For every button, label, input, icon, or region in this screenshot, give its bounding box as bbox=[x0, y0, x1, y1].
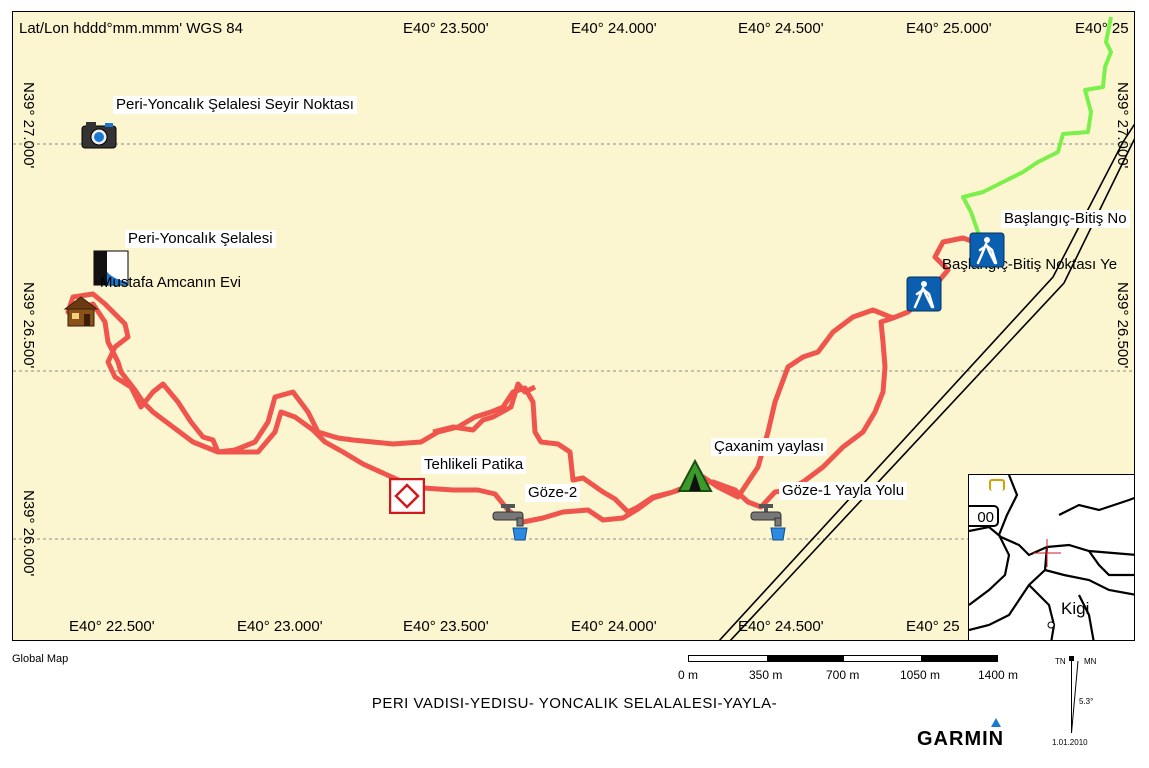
hiker-icon[interactable] bbox=[906, 276, 942, 312]
bottom-longitude-label: E40° 25 bbox=[906, 618, 960, 635]
waypoint-label: Çaxanim yaylası bbox=[711, 438, 828, 456]
right-latitude-label: N39° 26.500' bbox=[1114, 282, 1131, 369]
top-longitude-label: E40° 23.500' bbox=[403, 20, 489, 37]
green-track bbox=[961, 16, 1113, 249]
tent-icon[interactable] bbox=[677, 459, 713, 493]
house-icon[interactable] bbox=[63, 295, 99, 327]
map-title: PERI VADISI-YEDISU- YONCALIK SELALALESI-… bbox=[371, 695, 778, 712]
inset-roads bbox=[969, 475, 1134, 640]
waypoint-label: Göze-2 bbox=[525, 484, 581, 502]
right-latitude-label: N39° 27.000' bbox=[1114, 82, 1131, 169]
inset-overview-map[interactable]: 00 Kigi bbox=[968, 474, 1134, 640]
danger-diamond-icon[interactable] bbox=[389, 478, 425, 514]
road-shield: 00 bbox=[969, 505, 999, 527]
magnetic-north-label: MN bbox=[1084, 657, 1097, 666]
waypoint-label: Göze-1 Yayla Yolu bbox=[779, 482, 908, 500]
inset-place-label: Kigi bbox=[1061, 599, 1090, 618]
true-north-label: TN bbox=[1055, 657, 1066, 666]
north-arrow-icon bbox=[1069, 656, 1079, 734]
waypoint-label: Mustafa Amcanın Evi bbox=[100, 274, 241, 291]
scale-label: 350 m bbox=[749, 668, 783, 682]
scale-label: 700 m bbox=[826, 668, 860, 682]
waypoint-label: Tehlikeli Patika bbox=[421, 456, 527, 474]
waypoint-label: Başlangıç-Bitiş Noktası Ye bbox=[942, 256, 1118, 273]
waypoint-label: Peri-Yoncalık Şelalesi bbox=[125, 230, 276, 248]
scale-label: 1050 m bbox=[900, 668, 941, 682]
garmin-logo: GARMIN bbox=[917, 728, 1005, 750]
hiker-icon[interactable] bbox=[969, 232, 1005, 268]
top-longitude-label: E40° 25 bbox=[1075, 20, 1129, 37]
waypoint-label: Başlangıç-Bitiş No bbox=[1001, 210, 1130, 228]
declination-label: 5.3° bbox=[1079, 697, 1094, 706]
road-shield-marker bbox=[989, 479, 1005, 491]
bottom-longitude-label: E40° 24.500' bbox=[738, 618, 824, 635]
bottom-longitude-label: E40° 23.000' bbox=[237, 618, 323, 635]
water-tap-icon[interactable] bbox=[491, 502, 531, 542]
scale-label: 0 m bbox=[678, 668, 699, 682]
top-longitude-label: E40° 25.000' bbox=[906, 20, 992, 37]
waypoint-label: Peri-Yoncalık Şelalesi Seyir Noktası bbox=[113, 96, 357, 114]
bottom-longitude-label: E40° 23.500' bbox=[403, 618, 489, 635]
water-tap-icon[interactable] bbox=[749, 502, 789, 542]
map-date: 1.01.2010 bbox=[1052, 738, 1088, 747]
map-source: Global Map bbox=[12, 653, 69, 665]
scale-bar bbox=[688, 655, 998, 662]
bottom-longitude-label: E40° 24.000' bbox=[571, 618, 657, 635]
scale-label: 1400 m bbox=[978, 668, 1019, 682]
top-longitude-label: E40° 24.000' bbox=[571, 20, 657, 37]
bottom-longitude-label: E40° 22.500' bbox=[69, 618, 155, 635]
left-latitude-label: N39° 26.000' bbox=[20, 490, 37, 577]
map-canvas[interactable]: Lat/Lon hddd°mm.mmm' WGS 84 E40° 23.500'… bbox=[12, 11, 1135, 641]
camera-icon[interactable] bbox=[81, 120, 117, 150]
datum-label: Lat/Lon hddd°mm.mmm' WGS 84 bbox=[19, 20, 243, 37]
left-latitude-label: N39° 27.000' bbox=[20, 82, 37, 169]
top-longitude-label: E40° 24.500' bbox=[738, 20, 824, 37]
garmin-triangle-icon bbox=[991, 718, 1001, 727]
left-latitude-label: N39° 26.500' bbox=[20, 282, 37, 369]
waterfall-icon[interactable] bbox=[93, 250, 129, 286]
